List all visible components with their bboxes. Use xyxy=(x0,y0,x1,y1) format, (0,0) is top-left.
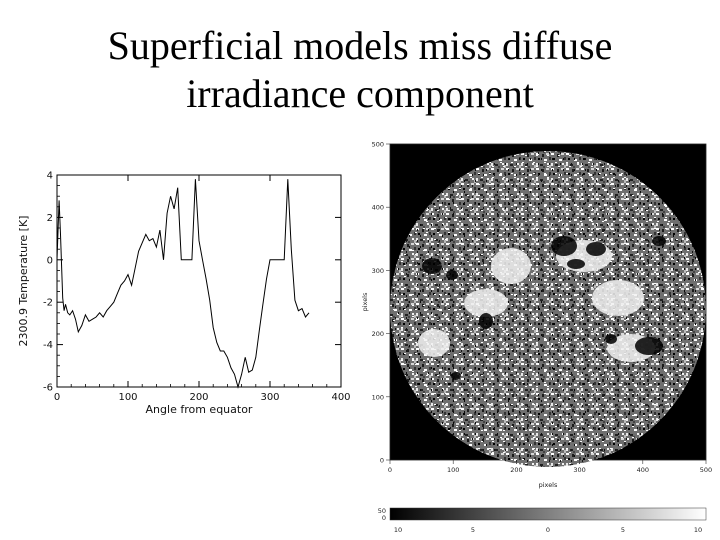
image-axis-ticks: 0 100 200 300 400 500 500 400 300 200 100 0 xyxy=(372,141,713,475)
colorbar-tick-label: 10 xyxy=(394,526,402,534)
image-x-tick-label: 100 xyxy=(447,466,459,474)
colorbar-tick-label: 10 xyxy=(694,526,702,534)
y-tick-label: 4 xyxy=(47,171,53,182)
y-tick-label: -6 xyxy=(43,383,53,394)
x-tick-label: 200 xyxy=(189,392,208,403)
y-axis-label: 2300.9 Temperature [K] xyxy=(17,216,30,347)
image-x-tick-label: 300 xyxy=(573,466,585,474)
image-y-tick-label: 200 xyxy=(372,330,384,338)
image-y-tick-label: 100 xyxy=(372,393,384,401)
y-tick-label: -4 xyxy=(43,340,53,351)
x-axis-label: Angle from equator xyxy=(146,403,253,416)
solar-disk xyxy=(390,151,706,467)
title-line-1: Superficial models miss diffuse xyxy=(107,23,613,68)
title-line-2: irradiance component xyxy=(186,71,534,116)
plot-frame xyxy=(56,174,342,388)
y-tick-label: 2 xyxy=(47,213,53,224)
slide-title: Superficial models miss diffuse irradian… xyxy=(0,22,720,118)
image-x-tick-label: 0 xyxy=(388,466,392,474)
y-tick-label: -2 xyxy=(43,298,53,309)
image-x-tick-label: 500 xyxy=(700,466,712,474)
image-x-tick-label: 400 xyxy=(637,466,649,474)
x-tick-label: 400 xyxy=(331,392,350,403)
temperature-line-chart: 0 100 200 300 400 4 2 0 -2 -4 -6 Angle from equato… xyxy=(17,171,351,417)
y-tick-label: 0 xyxy=(47,255,53,266)
colorbar-ticks: 10 5 0 5 10 xyxy=(394,526,702,534)
image-y-tick-label: 300 xyxy=(372,267,384,275)
colorbar xyxy=(389,507,707,521)
x-tick-label: 0 xyxy=(54,392,60,403)
colorbar-tick-label: 5 xyxy=(621,526,625,534)
image-y-axis-label: pixels xyxy=(361,292,369,311)
plot-axis-ticks: 0 100 200 300 400 4 2 0 -2 -4 -6 xyxy=(43,171,351,404)
colorbar-tick-label: 5 xyxy=(471,526,475,534)
x-tick-label: 100 xyxy=(118,392,137,403)
x-tick-label: 300 xyxy=(260,392,279,403)
image-y-tick-label: 0 xyxy=(380,457,384,465)
image-y-tick-label: 400 xyxy=(372,204,384,212)
colorbar-side-label-bottom: 0 xyxy=(382,514,386,522)
colorbar-side-label-top: 50 xyxy=(378,507,386,515)
temperature-series-line xyxy=(56,179,310,389)
image-x-tick-label: 200 xyxy=(510,466,522,474)
image-x-axis-label: pixels xyxy=(539,481,558,489)
image-y-tick-label: 500 xyxy=(372,141,384,149)
active-region-dark xyxy=(422,236,666,380)
colorbar-tick-label: 0 xyxy=(546,526,550,534)
